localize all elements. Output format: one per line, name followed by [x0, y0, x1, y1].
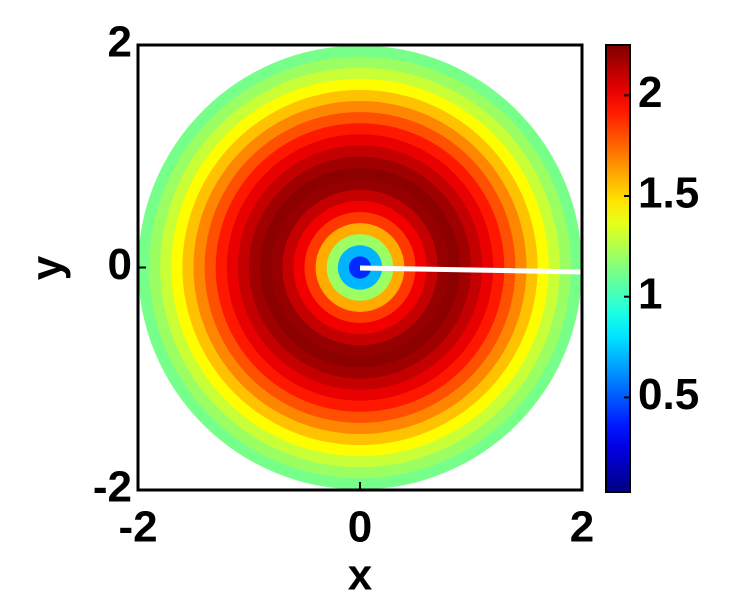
y-tick-label: 2: [108, 18, 132, 67]
y-axis-label: y: [23, 255, 72, 280]
x-tick-label: 0: [348, 503, 372, 552]
y-tick-label: 0: [108, 240, 132, 289]
colorbar-tick-label: 2: [638, 68, 662, 117]
x-axis-label: x: [348, 551, 373, 600]
x-tick-label: -2: [118, 503, 157, 552]
y-tick-label: -2: [93, 463, 132, 512]
plot-area: [138, 45, 582, 490]
colorbar-tick-label: 1: [638, 269, 662, 318]
colorbar-tick-label: 1.5: [638, 169, 699, 218]
heat-ring: [348, 256, 372, 279]
x-tick-label: 2: [570, 503, 594, 552]
colorbar-tick-label: 0.5: [638, 370, 699, 419]
artifact-line: [359, 265, 583, 275]
colorbar: [605, 44, 631, 493]
